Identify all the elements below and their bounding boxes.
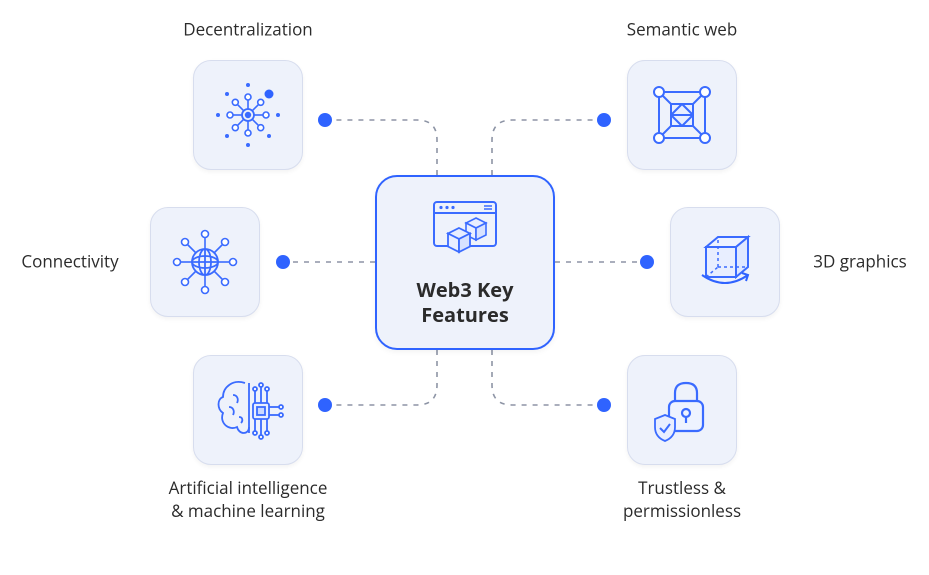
connector-dot <box>597 398 611 412</box>
browser-cubes-icon <box>426 198 504 265</box>
cube-3d-icon <box>688 225 762 299</box>
feature-label: Decentralization <box>183 19 312 42</box>
connector-dot <box>597 113 611 127</box>
connector-line <box>492 120 604 175</box>
connector-dot <box>318 398 332 412</box>
feature-card <box>150 207 260 317</box>
feature-card <box>670 207 780 317</box>
connector-dot <box>318 113 332 127</box>
feature-label: Artificial intelligence & machine learni… <box>169 477 328 523</box>
feature-label: Connectivity <box>21 251 118 274</box>
center-title-line2: Features <box>421 301 509 328</box>
connector-line <box>325 350 437 405</box>
semantic-web-icon <box>647 80 717 150</box>
ai-chip-icon <box>209 373 287 447</box>
feature-label: 3D graphics <box>813 251 906 274</box>
feature-label: Semantic web <box>627 19 738 42</box>
connector-dot <box>276 255 290 269</box>
feature-card <box>193 355 303 465</box>
center-title: Web3 Key Features <box>417 277 514 327</box>
globe-network-icon <box>168 225 242 299</box>
feature-card <box>627 60 737 170</box>
network-dots-icon <box>211 78 285 152</box>
feature-label: Trustless & permissionless <box>623 477 741 523</box>
diagram-stage: { "type": "infographic", "canvas": { "wi… <box>0 0 929 575</box>
feature-card <box>627 355 737 465</box>
connector-dot <box>640 255 654 269</box>
connector-line <box>492 350 604 405</box>
connector-line <box>325 120 437 175</box>
center-card: Web3 Key Features <box>375 175 555 350</box>
lock-shield-icon <box>645 373 719 447</box>
center-title-line1: Web3 Key <box>417 276 514 303</box>
feature-card <box>193 60 303 170</box>
